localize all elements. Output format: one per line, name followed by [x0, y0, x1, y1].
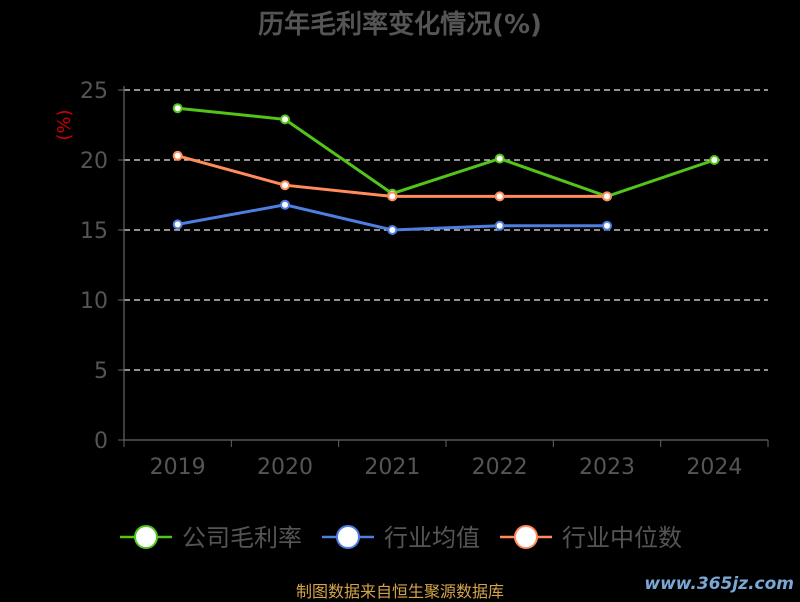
data-point [387, 191, 398, 202]
legend-marker [336, 525, 360, 549]
data-point [172, 103, 183, 114]
data-point [709, 155, 720, 165]
legend-label: 行业均值 [384, 524, 480, 552]
y-tick-label: 20 [80, 149, 108, 174]
legend-marker [134, 525, 158, 549]
data-point [494, 153, 505, 164]
data-point [280, 114, 290, 125]
data-point [602, 220, 612, 231]
data-source-note: 制图数据来自恒生聚源数据库 [295, 582, 504, 601]
legend-label: 行业中位数 [562, 524, 682, 552]
series-line-1 [177, 106, 715, 198]
x-tick-label: 2021 [364, 455, 420, 480]
data-point [172, 150, 183, 161]
y-tick-label: 15 [80, 219, 108, 244]
x-tick-label: 2023 [579, 455, 635, 480]
x-tick-label: 2024 [686, 455, 742, 480]
y-tick-label: 0 [94, 429, 108, 454]
legend-label: 公司毛利率 [182, 524, 302, 552]
data-point [494, 191, 505, 202]
x-tick-label: 2022 [472, 455, 528, 480]
data-point [494, 220, 505, 231]
x-tick-label: 2019 [150, 455, 206, 480]
y-tick-label: 10 [80, 289, 108, 314]
chart-title: 历年毛利率变化情况(%) [258, 10, 542, 40]
data-point [280, 199, 290, 210]
data-point [602, 191, 612, 202]
y-axis-label: (%) [54, 109, 75, 140]
y-tick-label: 5 [94, 359, 108, 384]
data-point [387, 225, 398, 235]
legend-marker [514, 525, 538, 549]
x-tick-label: 2020 [257, 455, 313, 480]
watermark: www.365jz.com [644, 574, 794, 594]
data-point [280, 180, 290, 191]
data-point [172, 219, 183, 230]
y-tick-label: 25 [80, 79, 108, 104]
